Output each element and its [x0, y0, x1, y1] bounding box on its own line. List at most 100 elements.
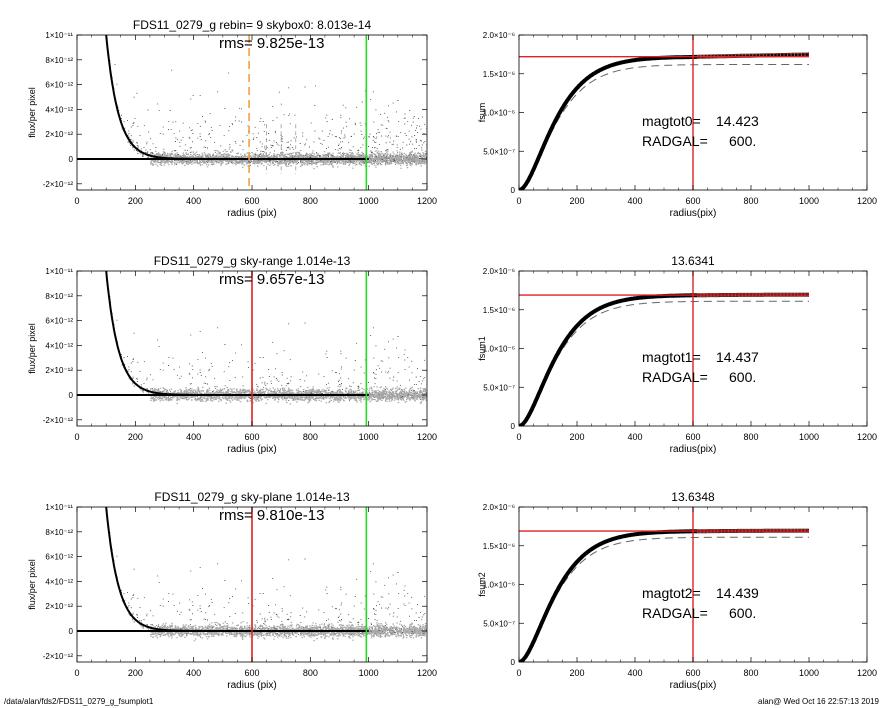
y-axis-label: flux/per pixel — [27, 87, 37, 138]
y-axis-label: fsum — [477, 103, 487, 123]
plot-area — [77, 271, 427, 426]
x-tick-label: 1200 — [857, 196, 877, 206]
radgal-label: RADGAL= — [642, 369, 708, 385]
profile-curve — [105, 35, 369, 160]
y-axis-label: fsum2 — [477, 572, 487, 597]
rms-annotation: rms= 9.825e-13 — [219, 35, 324, 52]
y-tick-label: 4×10⁻¹² — [45, 577, 73, 586]
chart-panel-2: magtot0= 14.423 RADGAL= 600. 0 200 400 600 800 10… — [477, 31, 877, 219]
chart-title: FDS11_0279_g sky-plane 1.014e-13 — [154, 490, 350, 504]
profile-curve — [105, 271, 369, 396]
y-tick-label: 0 — [511, 658, 516, 667]
footer-timestamp: alan@ Wed Oct 16 22:57:13 2019 — [758, 697, 879, 706]
dashed-growth-curve — [519, 536, 809, 662]
magtot-label: magtot1= — [642, 349, 701, 365]
x-axis-label: radius(pix) — [670, 680, 717, 691]
rms-annotation: rms= 9.657e-13 — [219, 271, 324, 288]
y-tick-label: 0 — [511, 186, 516, 195]
x-tick-label: 1000 — [799, 432, 819, 442]
x-tick-label: 0 — [74, 432, 79, 442]
x-tick-label: 200 — [569, 432, 584, 442]
x-axis-label: radius(pix) — [670, 444, 717, 455]
radgal-value: 600. — [729, 369, 756, 385]
radgal-label: RADGAL= — [642, 133, 708, 149]
x-tick-label: 200 — [128, 196, 143, 206]
dashed-growth-curve — [519, 300, 809, 426]
chart-title: FDS11_0279_g sky-range 1.014e-13 — [154, 254, 351, 268]
x-tick-label: 200 — [128, 432, 143, 442]
y-tick-label: 0 — [511, 422, 516, 431]
y-tick-label: 2.0×10⁻⁶ — [483, 31, 515, 40]
x-tick-label: 0 — [516, 668, 521, 678]
radgal-label: RADGAL= — [642, 605, 708, 621]
x-tick-label: 400 — [186, 668, 201, 678]
profile-curve — [105, 507, 369, 632]
plot-frame — [76, 34, 428, 191]
plot-area — [519, 271, 809, 426]
dashed-growth-curve — [519, 64, 809, 190]
y-tick-label: 6×10⁻¹² — [45, 81, 73, 90]
y-tick-label: 1×10⁻¹¹ — [45, 31, 73, 40]
x-tick-label: 1200 — [417, 196, 437, 206]
y-tick-label: 8×10⁻¹² — [45, 292, 73, 301]
scatter-points — [106, 274, 427, 403]
x-tick-label: 1000 — [359, 432, 379, 442]
x-tick-label: 0 — [516, 432, 521, 442]
tail-markers — [697, 528, 809, 533]
x-tick-label: 1000 — [359, 668, 379, 678]
x-tick-label: 600 — [244, 432, 259, 442]
y-tick-label: 0 — [69, 627, 74, 636]
y-tick-label: 2×10⁻¹² — [45, 366, 73, 375]
magtot-value: 14.423 — [716, 113, 759, 129]
plot-area — [77, 35, 427, 190]
y-tick-label: 8×10⁻¹² — [45, 56, 73, 65]
y-tick-label: 1.5×10⁻⁶ — [483, 70, 515, 79]
x-tick-label: 200 — [569, 668, 584, 678]
y-tick-label: 2.0×10⁻⁶ — [483, 503, 515, 512]
x-tick-label: 400 — [627, 668, 642, 678]
y-tick-label: 1×10⁻¹¹ — [45, 267, 73, 276]
x-tick-label: 1200 — [417, 432, 437, 442]
radgal-value: 600. — [729, 605, 756, 621]
x-tick-label: 400 — [627, 196, 642, 206]
y-tick-label: 5.0×10⁻⁷ — [483, 383, 515, 392]
y-tick-label: -2×10⁻¹² — [43, 652, 74, 661]
y-axis-label: flux/per pixel — [27, 559, 37, 610]
y-tick-label: 5.0×10⁻⁷ — [483, 619, 515, 628]
magtot-label: magtot2= — [642, 585, 701, 601]
x-tick-label: 0 — [74, 668, 79, 678]
x-tick-label: 200 — [569, 196, 584, 206]
x-tick-label: 800 — [743, 432, 758, 442]
rms-annotation: rms= 9.810e-13 — [219, 507, 324, 524]
x-tick-label: 1000 — [799, 196, 819, 206]
x-tick-label: 200 — [128, 668, 143, 678]
x-tick-label: 600 — [685, 668, 700, 678]
x-axis-label: radius (pix) — [227, 208, 276, 219]
plot-area — [519, 35, 809, 190]
plot-area — [77, 507, 427, 662]
chart-title: 13.6348 — [671, 490, 715, 504]
y-tick-label: 1×10⁻¹¹ — [45, 503, 73, 512]
y-tick-label: 1.0×10⁻⁶ — [483, 581, 515, 590]
x-tick-label: 600 — [244, 668, 259, 678]
chart-panel-5: rms= 9.810e-13 0 200 400 600 800 1000 1200 -2×10… — [27, 490, 437, 691]
chart-panel-1: rms= 9.825e-13 0 200 400 600 800 1000 1200 -2×10… — [27, 18, 437, 219]
x-tick-label: 800 — [743, 668, 758, 678]
chart-panel-4: magtot1= 14.437 RADGAL= 600. 0 200 400 600 800 10… — [477, 254, 877, 455]
x-tick-label: 600 — [244, 196, 259, 206]
y-axis-label: flux/per pixel — [27, 323, 37, 374]
y-tick-label: 0 — [69, 155, 74, 164]
y-tick-label: 2×10⁻¹² — [45, 602, 73, 611]
x-axis-label: radius (pix) — [227, 680, 276, 691]
y-tick-label: 8×10⁻¹² — [45, 528, 73, 537]
y-axis-label: fsum1 — [477, 336, 487, 361]
y-tick-label: 1.0×10⁻⁶ — [483, 345, 515, 354]
tail-markers — [697, 292, 809, 297]
x-tick-label: 1000 — [799, 668, 819, 678]
y-tick-label: 1.0×10⁻⁶ — [483, 109, 515, 118]
x-tick-label: 400 — [627, 432, 642, 442]
x-tick-label: 1200 — [857, 668, 877, 678]
magtot-label: magtot0= — [642, 113, 701, 129]
y-tick-label: 5.0×10⁻⁷ — [483, 147, 515, 156]
